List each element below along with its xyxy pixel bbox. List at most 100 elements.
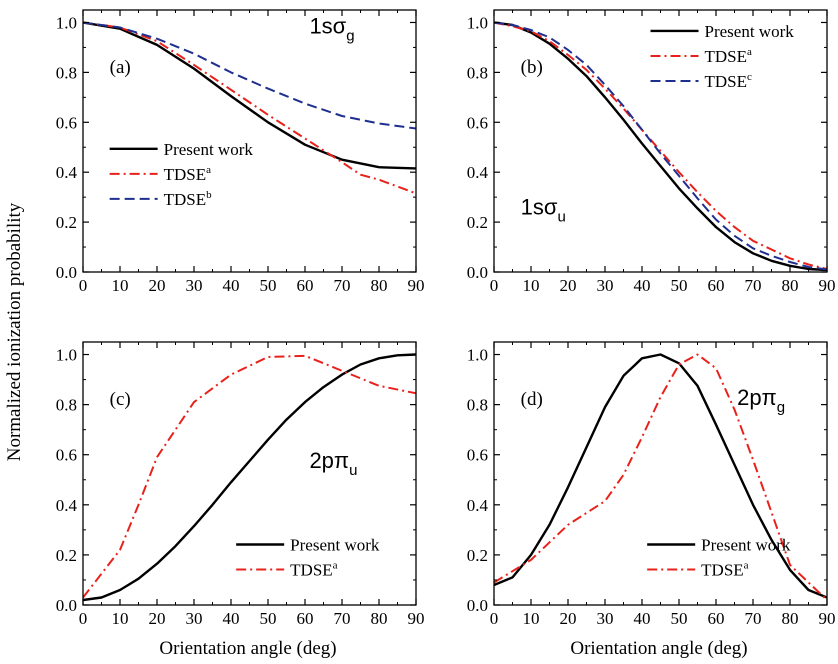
x-tick-label: 80 — [371, 276, 388, 295]
x-tick-label: 50 — [260, 609, 277, 628]
chart-panel-a: 0 10 20 30 40 50 60 70 80 90 0.0 0.2 0.4 0.6 0.8 1.0 (a)… — [56, 9, 425, 295]
y-tick-label: 1.0 — [56, 346, 77, 365]
x-tick-label: 20 — [560, 276, 577, 295]
series-line-tdse-a — [83, 21, 416, 195]
x-tick-label: 40 — [223, 609, 240, 628]
y-tick-label: 0.4 — [467, 496, 489, 515]
y-tick-label: 0.0 — [56, 596, 77, 615]
y-tick-label: 0.4 — [56, 163, 78, 182]
x-tick-label: 10 — [112, 609, 129, 628]
y-tick-label: 0.6 — [467, 113, 488, 132]
legend: Present work TDSEa TDSEc — [650, 22, 795, 91]
legend-entry: Present work — [705, 22, 795, 41]
x-tick-label: 50 — [260, 276, 277, 295]
y-tick-label: 0.8 — [56, 396, 77, 415]
legend-entry: TDSEa — [290, 560, 338, 580]
series-line-tdse-a — [494, 353, 827, 601]
x-tick-label: 10 — [112, 276, 129, 295]
y-tick-label: 0.2 — [56, 213, 77, 232]
x-axis-label-left: Orientation angle (deg) — [159, 638, 336, 659]
series-line-tdse-b — [83, 21, 416, 130]
state-label: 2pπg — [737, 385, 785, 416]
plot-frame — [82, 341, 417, 606]
y-tick-label: 1.0 — [56, 13, 77, 32]
chart-panel-c: 0 10 20 30 40 50 60 70 80 90 0.0 0.2 0.4 0.6 0.8 1.0 (c)… — [56, 341, 425, 628]
y-tick-label: 0.6 — [467, 446, 488, 465]
x-tick-label: 90 — [408, 276, 425, 295]
x-tick-label: 40 — [634, 609, 651, 628]
legend-entry: Present work — [701, 536, 791, 555]
x-tick-label: 0 — [79, 609, 88, 628]
x-tick-label: 60 — [708, 609, 725, 628]
panels: 0 10 20 30 40 50 60 70 80 90 0.0 0.2 0.4 0.6 0.8 1.0 (a)… — [56, 9, 836, 628]
series-line-present-work — [83, 21, 416, 170]
chart-panel-d: 0 10 20 30 40 50 60 70 80 90 0.0 0.2 0.4 0.6 0.8 1.0 (d)… — [467, 341, 836, 628]
x-tick-label: 10 — [523, 276, 540, 295]
y-axis-label: Normalized ionization probability — [4, 202, 25, 461]
x-tick-label: 0 — [490, 609, 499, 628]
series-line-present-work — [83, 353, 416, 602]
x-tick-label: 70 — [334, 276, 351, 295]
x-tick-label: 80 — [782, 276, 799, 295]
x-tick-label: 80 — [782, 609, 799, 628]
legend-entry: Present work — [164, 140, 254, 159]
x-tick-label: 20 — [149, 276, 166, 295]
y-tick-label: 1.0 — [467, 346, 488, 365]
y-tick-label: 0.6 — [56, 113, 77, 132]
plot-frame — [493, 9, 828, 273]
x-tick-label: 0 — [490, 276, 499, 295]
legend-entry: TDSEa — [705, 46, 753, 66]
legend-entry: TDSEa — [701, 560, 749, 580]
x-tick-label: 40 — [634, 276, 651, 295]
x-tick-label: 80 — [371, 609, 388, 628]
x-tick-label: 70 — [745, 609, 762, 628]
y-tick-label: 0.2 — [467, 213, 488, 232]
series-line-present-work — [494, 21, 827, 272]
x-tick-label: 50 — [671, 276, 688, 295]
panel-label: (b) — [521, 57, 543, 78]
y-tick-label: 0.4 — [56, 496, 78, 515]
y-tick-label: 1.0 — [467, 13, 488, 32]
series-line-present-work — [494, 353, 827, 599]
x-tick-label: 60 — [297, 609, 314, 628]
series-line-tdse-a — [83, 354, 416, 599]
legend-entry: TDSEb — [164, 189, 213, 209]
x-tick-label: 30 — [597, 609, 614, 628]
x-tick-label: 60 — [708, 276, 725, 295]
series-line-tdse-a — [494, 21, 827, 270]
legend: Present work TDSEa TDSEb — [109, 140, 254, 209]
series-line-tdse-c — [494, 21, 827, 271]
x-tick-label: 0 — [79, 276, 88, 295]
plot-frame — [493, 341, 828, 606]
x-tick-label: 50 — [671, 609, 688, 628]
x-tick-label: 90 — [408, 609, 425, 628]
x-tick-label: 90 — [819, 609, 836, 628]
y-tick-label: 0.0 — [467, 263, 488, 282]
x-tick-label: 70 — [334, 609, 351, 628]
chart-panel-b: 0 10 20 30 40 50 60 70 80 90 0.0 0.2 0.4 0.6 0.8 1.0 (b)… — [467, 9, 836, 295]
series-group — [83, 21, 416, 195]
state-label: 1sσu — [521, 194, 566, 225]
x-tick-label: 20 — [560, 609, 577, 628]
state-label: 1sσg — [309, 14, 354, 45]
x-tick-label: 90 — [819, 276, 836, 295]
x-tick-label: 30 — [597, 276, 614, 295]
y-tick-label: 0.0 — [467, 596, 488, 615]
y-tick-label: 0.8 — [56, 63, 77, 82]
x-tick-label: 60 — [297, 276, 314, 295]
series-group — [494, 353, 827, 601]
panel-label: (c) — [110, 389, 131, 410]
state-label: 2pπu — [309, 448, 357, 479]
legend-entry: Present work — [290, 536, 380, 555]
legend: Present work TDSEa — [647, 536, 791, 580]
x-tick-label: 20 — [149, 609, 166, 628]
legend: Present work TDSEa — [236, 536, 380, 580]
y-tick-label: 0.4 — [467, 163, 489, 182]
y-tick-label: 0.8 — [467, 396, 488, 415]
y-tick-label: 0.8 — [467, 63, 488, 82]
y-tick-label: 0.2 — [467, 546, 488, 565]
x-tick-label: 70 — [745, 276, 762, 295]
x-tick-label: 40 — [223, 276, 240, 295]
x-tick-label: 30 — [186, 609, 203, 628]
